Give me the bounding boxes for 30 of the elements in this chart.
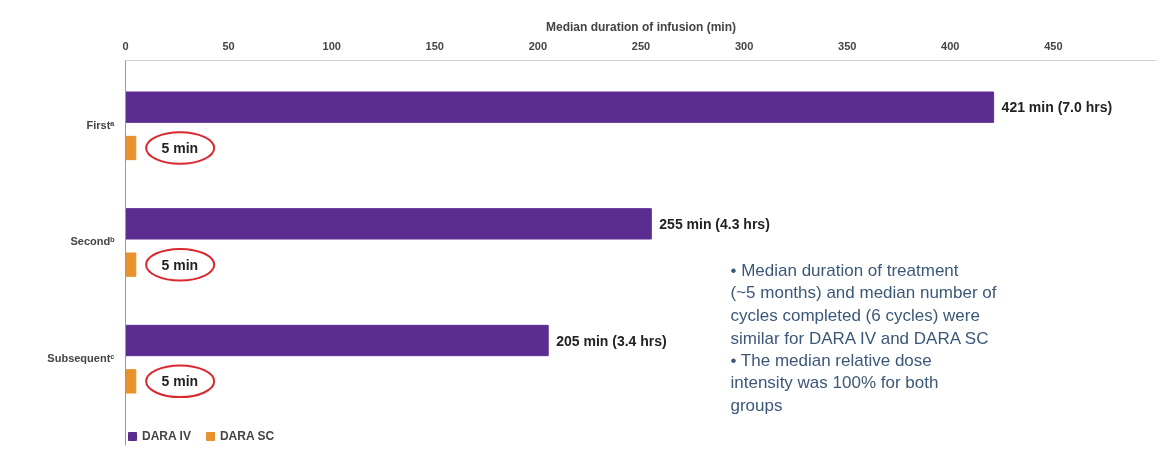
x-tick-label: 450 — [1044, 39, 1063, 52]
bar — [125, 324, 549, 357]
x-tick-label: 250 — [631, 39, 651, 52]
x-tick-label: 100 — [322, 39, 341, 52]
x-tick-label: 0 — [122, 39, 129, 52]
bar — [125, 369, 137, 394]
bar — [125, 135, 137, 161]
legend-label: DARA IV — [142, 429, 191, 443]
x-axis-title: Median duration of infusion (min) — [546, 19, 736, 34]
x-tick-label: 350 — [838, 39, 857, 52]
x-tick-label: 200 — [528, 39, 548, 52]
bar — [125, 252, 137, 277]
annotation: • The median relative dose intensity was 100% for both groups — [730, 350, 939, 416]
y-tick-label: Firstᵃ — [86, 118, 116, 131]
data-label: 421 min (7.0 hrs) — [1001, 99, 1113, 116]
data-label: 5 min — [161, 373, 199, 390]
y-tick-label: Secondᵇ — [70, 235, 116, 248]
bar — [125, 208, 652, 240]
x-tick-label: 50 — [222, 39, 235, 52]
data-label: 205 min (3.4 hrs) — [556, 332, 667, 349]
legend-label: DARA SC — [219, 429, 275, 443]
data-label: 255 min (4.3 hrs) — [659, 215, 770, 232]
annotation: • Median duration of treatment (~5 months) and median number of cycles completed (6 cycles) were similar for DARA IV and DARA SC — [730, 260, 997, 348]
data-label: 5 min — [161, 256, 199, 273]
bar — [125, 91, 995, 123]
x-tick-label: 300 — [734, 39, 754, 52]
data-label: 5 min — [161, 140, 199, 156]
y-tick-label: Subsequentᶜ — [47, 352, 115, 364]
x-tick-label: 400 — [941, 39, 960, 52]
x-tick-label: 150 — [425, 39, 444, 52]
